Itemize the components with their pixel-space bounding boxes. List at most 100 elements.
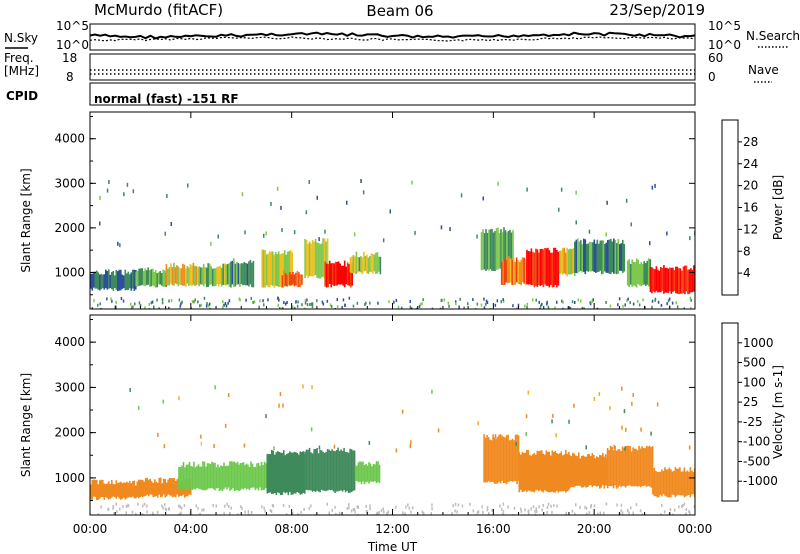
sparse-echo: [280, 205, 282, 210]
range-cell: [378, 256, 380, 272]
range-cell: [547, 452, 549, 492]
range-cell: [482, 229, 484, 270]
range-cell: [132, 269, 134, 289]
range-cell: [496, 436, 499, 484]
range-cell: [526, 249, 528, 285]
range-cell: [617, 449, 619, 488]
range-cell: [170, 478, 172, 496]
range-cell: [265, 463, 267, 488]
ground-scatter-mark: [326, 299, 329, 303]
ground-scatter-mark: [546, 300, 548, 304]
range-cell: [264, 250, 266, 288]
sparse-echo: [440, 225, 443, 230]
ground-scatter-mark: [494, 303, 497, 307]
sparse-echo: [631, 401, 633, 406]
range-cell: [572, 452, 574, 488]
sparse-echo: [282, 403, 284, 408]
range-cell: [236, 262, 238, 285]
ground-scatter-mark: [683, 307, 685, 309]
sparse-echo: [214, 385, 216, 390]
range-cell: [103, 483, 106, 500]
ground-scatter-mark: [369, 301, 371, 305]
range-cell: [599, 454, 601, 489]
range-cell: [536, 450, 539, 490]
range-cell: [581, 244, 584, 273]
data-region: [480, 227, 514, 272]
range-cell: [510, 232, 513, 272]
ground-scatter-mark: [179, 505, 181, 509]
ground-scatter-mark: [301, 303, 303, 307]
range-cell: [623, 244, 626, 272]
range-cell: [363, 251, 365, 272]
ground-scatter-mark: [583, 307, 585, 309]
range-cell: [168, 267, 171, 286]
range-cell: [352, 450, 354, 491]
sparse-echo: [558, 207, 560, 212]
ground-scatter-mark: [239, 298, 241, 302]
ground-scatter-mark: [673, 508, 676, 512]
range-cell: [223, 462, 225, 490]
range-cell: [688, 471, 690, 495]
ground-scatter-mark: [588, 511, 590, 515]
range-cell: [658, 270, 661, 293]
range-cell: [230, 261, 232, 288]
ground-scatter-mark: [672, 513, 674, 515]
range-cell: [632, 261, 635, 286]
range-cell: [539, 450, 542, 491]
range-cell: [354, 256, 356, 274]
range-cell: [523, 453, 525, 492]
range-cell: [203, 461, 206, 491]
range-cell: [245, 463, 248, 490]
colorbar-tick-label: 12: [743, 222, 758, 236]
range-cell: [692, 472, 695, 495]
sparse-echo: [654, 183, 656, 188]
ground-scatter-mark: [541, 508, 543, 512]
range-cell: [213, 268, 215, 287]
ground-scatter-mark: [486, 508, 489, 512]
range-cell: [556, 453, 558, 491]
x-tick-label: 00:00: [678, 522, 713, 536]
range-cell: [516, 434, 518, 485]
range-cell: [268, 454, 270, 493]
freq-unit: [MHz]: [4, 64, 39, 78]
sparse-echo: [630, 222, 632, 227]
ground-scatter-mark: [467, 302, 469, 306]
ground-scatter-mark: [178, 298, 181, 302]
range-cell: [135, 485, 137, 499]
range-cell: [242, 462, 245, 490]
data-region: [165, 262, 199, 287]
range-cell: [241, 463, 243, 489]
range-cell: [542, 249, 545, 288]
ground-scatter-mark: [328, 511, 330, 515]
ground-scatter-mark: [179, 512, 181, 515]
range-cell: [145, 270, 148, 286]
range-cell: [667, 469, 669, 498]
range-cell: [656, 471, 659, 498]
ground-scatter-mark: [122, 505, 124, 509]
freq-panel: Freq. [MHz] 18 8 60 0 Nave: [4, 51, 779, 84]
range-cell: [575, 455, 577, 486]
range-cell: [114, 484, 116, 498]
ground-scatter-mark: [356, 505, 358, 509]
range-cell: [577, 238, 579, 274]
ground-scatter-mark: [190, 307, 193, 309]
sparse-echo: [431, 389, 433, 394]
ground-scatter-mark: [456, 510, 458, 514]
range-cell: [539, 249, 542, 286]
range-cell: [174, 480, 177, 498]
range-cell: [544, 248, 546, 285]
data-region: [483, 434, 520, 485]
range-cell: [208, 263, 211, 286]
ground-scatter-mark: [132, 305, 134, 309]
colorbar-label: Power [dB]: [771, 175, 785, 240]
ground-scatter-mark: [316, 299, 318, 303]
range-cell: [513, 440, 515, 482]
sparse-echo: [527, 390, 530, 395]
range-cell: [486, 232, 489, 270]
range-cell: [614, 239, 617, 274]
sparse-echo: [552, 413, 554, 418]
sparse-echo: [605, 232, 607, 237]
ground-scatter-mark: [513, 506, 516, 510]
data-region: [649, 265, 695, 295]
ground-scatter-mark: [226, 502, 228, 506]
